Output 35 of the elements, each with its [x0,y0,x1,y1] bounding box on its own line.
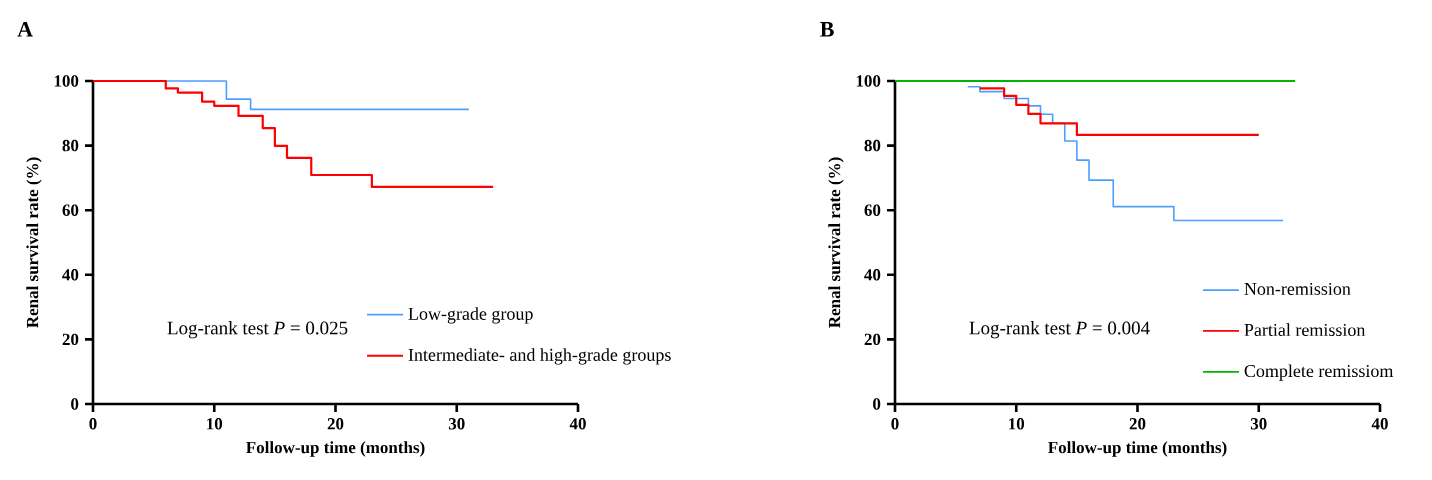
x-tick-label: 10 [1009,418,1025,430]
x-tick-label: 20 [1129,418,1146,430]
y-tick-label: 100 [54,75,79,87]
annotation: Log-rank test P = 0.025 [167,321,348,339]
y-tick-label: 80 [864,139,881,152]
y-tick-label: 60 [864,204,881,216]
x-tick-label: 0 [89,418,97,430]
chart-title: B [820,22,834,37]
y-tick-label: 100 [856,75,881,87]
annotation: Log-rank test P = 0.004 [969,321,1150,339]
y-tick-label: 20 [864,333,881,346]
chart-title: A [17,22,33,37]
x-tick-label: 20 [327,418,344,430]
x-tick-label: 30 [1250,418,1267,430]
legend-label: Intermediate- and high-grade groups [408,348,671,365]
x-tick-label: 10 [207,418,223,430]
legend-label: Complete remissiom [1244,364,1394,381]
legend-label: Partial remission [1244,323,1366,337]
y-tick-label: 40 [62,269,79,281]
x-axis-title: Follow-up time (months) [1048,441,1227,457]
x-tick-label: 30 [448,418,465,430]
legend-label: Low-grade group [408,307,533,324]
legend-label: Non-remission [1244,282,1351,295]
x-axis-title: Follow-up time (months) [246,441,425,457]
x-tick-label: 40 [1371,418,1388,430]
y-tick-label: 0 [71,398,79,410]
y-tick-label: 60 [62,204,79,216]
y-axis-title: Renal survival rate (%) [26,157,42,328]
y-axis-title: Renal survival rate (%) [828,157,844,328]
x-tick-label: 0 [891,418,899,430]
y-tick-label: 20 [62,333,79,346]
y-tick-label: 0 [873,398,881,410]
y-tick-label: 40 [864,269,881,281]
y-tick-label: 80 [62,139,79,152]
x-tick-label: 40 [569,418,586,430]
